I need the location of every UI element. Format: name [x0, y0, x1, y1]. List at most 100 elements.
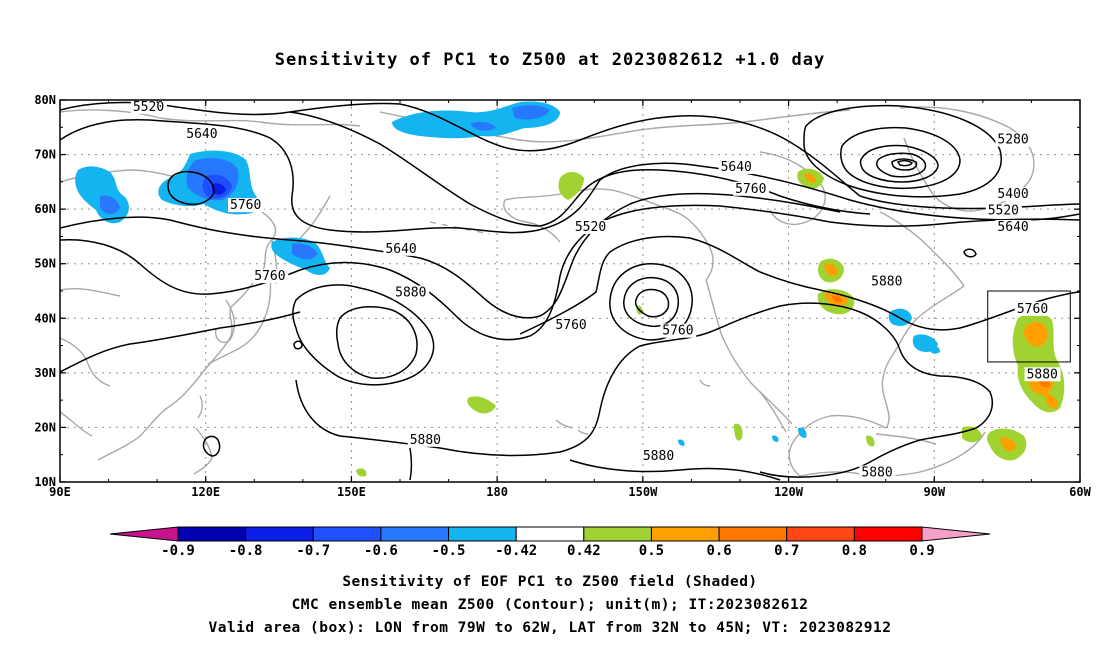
- sensitivity-shading: [75, 101, 1065, 477]
- valid-box-rect: [987, 290, 1071, 363]
- contour-label-text: 5640: [997, 220, 1028, 235]
- contour-label-bg: [660, 323, 697, 338]
- colorbar-label: -0.42: [495, 543, 537, 559]
- colorbar-swatch: [448, 526, 517, 542]
- caption-valid-area: Valid area (box): LON from 79W to 62W, L…: [208, 620, 892, 636]
- contour-label-text: 5520: [575, 220, 606, 235]
- colorbar-end-low: [109, 526, 179, 542]
- contour-label-text: 5880: [410, 433, 441, 448]
- colorbar-label: 0.9: [909, 543, 934, 559]
- contour-label: 5640: [383, 241, 420, 257]
- lon-tick-label: 60W: [1069, 485, 1091, 499]
- contour-label: 5880: [1024, 367, 1061, 382]
- contour-label-bg: [869, 274, 906, 289]
- colorbar-label: 0.6: [706, 543, 731, 559]
- colorbar-swatch: [312, 526, 382, 542]
- contour-label: 5880: [640, 449, 677, 464]
- contour-label-bg: [1024, 367, 1061, 382]
- contour-label-bg: [393, 285, 430, 300]
- colorbar: -0.9 -0.8 -0.7 -0.6 -0.5 -0.42 0.42 0.5 0.6 0.7 0.…: [109, 526, 991, 559]
- contour-label-bg: [572, 219, 609, 234]
- contour-label-bg: [733, 181, 770, 196]
- colorbar-label: 0.5: [639, 543, 664, 559]
- contour-label-text: 5760: [230, 198, 261, 213]
- lon-tick-label: 120W: [774, 485, 804, 499]
- contour-label-bg: [995, 219, 1032, 234]
- contour-label-bg: [995, 132, 1032, 147]
- colorbar-swatch: [380, 526, 450, 542]
- lat-tick-label: 40N: [34, 311, 56, 325]
- contour-label: 5520: [572, 219, 609, 235]
- lat-tick-label: 10N: [34, 475, 56, 489]
- colorbar-swatch: [786, 526, 855, 542]
- lon-tick-label: 120E: [191, 485, 220, 499]
- caption-contour: CMC ensemble mean Z500 (Contour); unit(m…: [291, 597, 809, 613]
- contour-label: 5880: [859, 465, 896, 481]
- contour-label-bg: [859, 465, 896, 480]
- colorbar-label: 0.7: [774, 543, 799, 559]
- contour-label-text: 5880: [1027, 367, 1058, 382]
- colorbar-label: -0.6: [364, 543, 398, 559]
- contour-label-text: 5640: [721, 160, 752, 175]
- contour-label: 5760: [733, 181, 770, 197]
- contour-label: 5880: [393, 285, 430, 300]
- lon-tick-label: 90E: [49, 485, 71, 499]
- contour-label-text: 5760: [1017, 302, 1048, 317]
- lat-tick-label: 80N: [34, 93, 56, 107]
- contour-label-text: 5760: [735, 182, 766, 197]
- contour-label-bg: [995, 187, 1032, 202]
- contour-label-bg: [718, 159, 755, 174]
- colorbar-swatch: [515, 526, 585, 542]
- contour-label-bg: [184, 127, 221, 142]
- contour-label-text: 5760: [254, 269, 285, 284]
- contour-label-text: 5880: [871, 275, 902, 290]
- contour-label: 5640: [718, 159, 755, 175]
- contour-label: 5880: [407, 432, 444, 448]
- contour-label-text: 5520: [988, 204, 1019, 219]
- contour-labels: 5520564057605640576058805760552056405760…: [130, 99, 1061, 481]
- colorbar-swatch: [583, 526, 652, 542]
- contour-label-bg: [553, 318, 590, 333]
- lat-tick-label: 20N: [34, 420, 56, 434]
- contour-label: 5640: [184, 127, 221, 142]
- contour-label-text: 5880: [643, 449, 674, 464]
- contour-label-text: 5880: [861, 466, 892, 481]
- contour-label: 5280: [995, 132, 1032, 148]
- contour-label: 5880: [869, 274, 906, 290]
- colorbar-swatch: [853, 526, 923, 542]
- valid-area-box: [987, 290, 1071, 363]
- colorbar-label: -0.8: [229, 543, 263, 559]
- colorbar-label: 0.8: [842, 543, 867, 559]
- contour-label-bg: [1014, 301, 1051, 316]
- contour-label-bg: [252, 269, 289, 284]
- contour-label: 5400: [995, 187, 1032, 202]
- contour-label: 5760: [553, 318, 590, 333]
- contour-label-text: 5880: [395, 285, 426, 300]
- lon-tick-label: 180: [486, 485, 508, 499]
- contour-label: 5520: [985, 203, 1022, 219]
- contour-label-text: 5520: [133, 100, 164, 115]
- caption-shaded: Sensitivity of EOF PC1 to Z500 field (Sh…: [342, 574, 758, 590]
- colorbar-swatch: [650, 526, 720, 542]
- contour-label: 5760: [252, 269, 289, 284]
- lat-tick-label: 30N: [34, 366, 56, 380]
- lon-tick-label: 150E: [337, 485, 366, 499]
- colorbar-end-high: [921, 526, 991, 542]
- contour-label-bg: [407, 432, 444, 447]
- contour-label: 5760: [1014, 301, 1051, 317]
- colorbar-swatch: [245, 526, 314, 542]
- contour-label-bg: [985, 203, 1022, 218]
- contour-label: 5520: [130, 99, 167, 115]
- lat-tick-label: 60N: [34, 202, 56, 216]
- lat-tick-label: 70N: [34, 148, 56, 162]
- lat-tick-label: 50N: [34, 257, 56, 271]
- colorbar-label: 0.42: [567, 543, 601, 559]
- colorbar-label: -0.5: [432, 543, 466, 559]
- lon-tick-label: 150W: [628, 485, 658, 499]
- contour-label: 5760: [228, 198, 264, 213]
- contour-label: 5760: [660, 323, 697, 339]
- contour-label-text: 5760: [662, 324, 693, 339]
- figure-title: Sensitivity of PC1 to Z500 at 2023082612…: [274, 50, 826, 70]
